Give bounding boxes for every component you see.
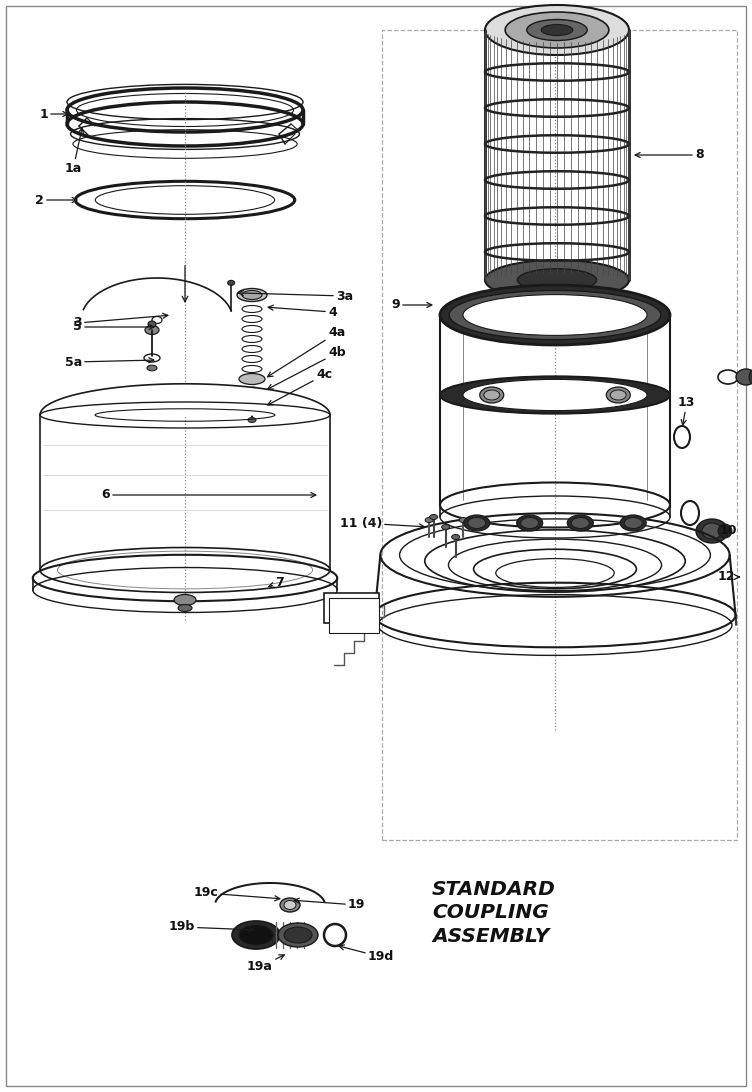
Text: 4b: 4b xyxy=(268,346,346,389)
Text: 19b: 19b xyxy=(168,921,254,934)
Ellipse shape xyxy=(696,519,728,543)
Ellipse shape xyxy=(440,377,670,414)
Ellipse shape xyxy=(459,518,467,522)
Text: 1a: 1a xyxy=(65,128,83,175)
Ellipse shape xyxy=(278,923,318,947)
Ellipse shape xyxy=(239,373,265,384)
Ellipse shape xyxy=(247,403,257,407)
Ellipse shape xyxy=(280,898,300,912)
Text: 11 (4): 11 (4) xyxy=(340,517,424,530)
Ellipse shape xyxy=(606,387,630,403)
Text: 5: 5 xyxy=(73,320,154,333)
Ellipse shape xyxy=(232,921,280,949)
Bar xyxy=(382,29,737,840)
Bar xyxy=(329,598,380,633)
Text: 4c: 4c xyxy=(268,368,332,405)
Text: 9: 9 xyxy=(391,298,432,311)
Ellipse shape xyxy=(284,901,296,910)
Ellipse shape xyxy=(440,285,670,345)
Text: 10: 10 xyxy=(720,524,738,537)
Text: 19c: 19c xyxy=(193,887,280,901)
Ellipse shape xyxy=(242,290,262,299)
Text: 19d: 19d xyxy=(339,945,394,963)
Ellipse shape xyxy=(237,288,267,301)
Bar xyxy=(324,593,380,624)
Text: 8: 8 xyxy=(635,149,704,162)
Ellipse shape xyxy=(178,605,192,612)
Polygon shape xyxy=(40,383,330,415)
Text: 6: 6 xyxy=(102,488,316,501)
Ellipse shape xyxy=(620,515,646,531)
Ellipse shape xyxy=(526,20,587,40)
Text: 13: 13 xyxy=(678,396,696,425)
Ellipse shape xyxy=(228,281,235,285)
Ellipse shape xyxy=(517,269,596,292)
Ellipse shape xyxy=(484,390,500,400)
Ellipse shape xyxy=(485,5,629,55)
Ellipse shape xyxy=(749,370,752,384)
Ellipse shape xyxy=(425,518,433,522)
Text: 3a: 3a xyxy=(238,289,353,302)
Ellipse shape xyxy=(541,24,573,36)
Text: 19: 19 xyxy=(294,899,365,912)
Ellipse shape xyxy=(429,514,438,520)
Ellipse shape xyxy=(452,534,459,539)
Ellipse shape xyxy=(517,515,543,531)
Ellipse shape xyxy=(718,524,732,538)
Ellipse shape xyxy=(284,927,312,943)
Ellipse shape xyxy=(611,390,626,400)
Ellipse shape xyxy=(248,417,256,423)
Ellipse shape xyxy=(572,518,590,529)
Ellipse shape xyxy=(147,365,157,371)
Ellipse shape xyxy=(148,321,156,327)
Ellipse shape xyxy=(505,12,609,48)
Ellipse shape xyxy=(239,925,273,945)
Text: 4a: 4a xyxy=(268,327,345,377)
Ellipse shape xyxy=(624,518,642,529)
Text: 19a: 19a xyxy=(247,954,284,973)
Ellipse shape xyxy=(468,518,486,529)
Ellipse shape xyxy=(520,518,538,529)
Ellipse shape xyxy=(464,515,490,531)
Text: 7: 7 xyxy=(268,577,284,590)
Text: 4: 4 xyxy=(268,305,337,319)
Ellipse shape xyxy=(702,523,722,539)
Ellipse shape xyxy=(449,290,661,340)
Ellipse shape xyxy=(485,260,629,300)
Ellipse shape xyxy=(152,317,162,323)
Text: 3: 3 xyxy=(74,313,168,330)
Ellipse shape xyxy=(480,387,504,403)
Ellipse shape xyxy=(145,325,159,334)
Text: 12: 12 xyxy=(718,570,739,583)
Ellipse shape xyxy=(736,369,752,385)
Ellipse shape xyxy=(441,524,450,530)
Ellipse shape xyxy=(463,379,647,411)
Text: STANDARD
COUPLING
ASSEMBLY: STANDARD COUPLING ASSEMBLY xyxy=(432,880,556,946)
Ellipse shape xyxy=(242,387,262,395)
Ellipse shape xyxy=(463,295,647,335)
Ellipse shape xyxy=(567,515,593,531)
Text: 5a: 5a xyxy=(65,356,154,368)
Ellipse shape xyxy=(174,594,196,605)
Text: 1: 1 xyxy=(39,107,68,120)
Text: 2: 2 xyxy=(35,193,77,206)
